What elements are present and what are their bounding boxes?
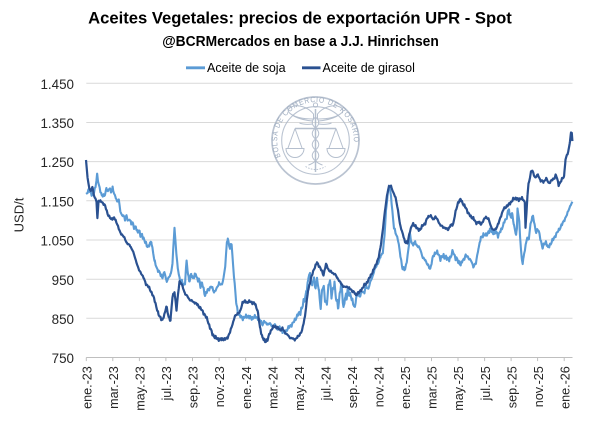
svg-text:nov.-23: nov.-23: [213, 366, 227, 407]
svg-text:may.-24: may.-24: [293, 366, 307, 411]
svg-text:sep.-24: sep.-24: [346, 366, 360, 408]
svg-text:ene.-23: ene.-23: [81, 366, 95, 409]
svg-text:jul.-25: jul.-25: [479, 366, 493, 401]
svg-text:Aceites Vegetales: precios de: Aceites Vegetales: precios de exportació…: [88, 9, 512, 28]
svg-text:USD/t: USD/t: [12, 197, 27, 232]
svg-text:950: 950: [52, 273, 74, 288]
svg-text:sep.-23: sep.-23: [187, 366, 201, 408]
svg-text:1.350: 1.350: [40, 116, 74, 131]
svg-text:Aceite de soja: Aceite de soja: [207, 61, 286, 75]
svg-text:1.250: 1.250: [40, 155, 74, 170]
svg-text:Aceite de girasol: Aceite de girasol: [323, 61, 415, 75]
svg-text:1.050: 1.050: [40, 234, 74, 249]
svg-text:1.450: 1.450: [40, 77, 74, 92]
svg-text:sep.-25: sep.-25: [505, 366, 519, 408]
svg-text:may.-25: may.-25: [452, 366, 466, 411]
svg-text:850: 850: [52, 312, 74, 327]
svg-text:mar.-23: mar.-23: [107, 366, 121, 409]
svg-text:mar.-24: mar.-24: [266, 366, 280, 409]
svg-text:@BCRMercados en base a J.J. Hi: @BCRMercados en base a J.J. Hinrichsen: [162, 34, 439, 50]
svg-text:nov.-24: nov.-24: [373, 366, 387, 407]
svg-text:ene.-24: ene.-24: [240, 366, 254, 409]
svg-text:jul.-24: jul.-24: [319, 366, 333, 401]
svg-text:750: 750: [52, 351, 74, 366]
svg-text:jul.-23: jul.-23: [160, 366, 174, 401]
svg-text:may.-23: may.-23: [134, 366, 148, 411]
svg-text:ene.-26: ene.-26: [558, 366, 572, 409]
svg-text:1.150: 1.150: [40, 194, 74, 209]
svg-text:ene.-25: ene.-25: [399, 366, 413, 409]
svg-text:mar.-25: mar.-25: [426, 366, 440, 409]
svg-text:nov.-25: nov.-25: [532, 366, 546, 407]
